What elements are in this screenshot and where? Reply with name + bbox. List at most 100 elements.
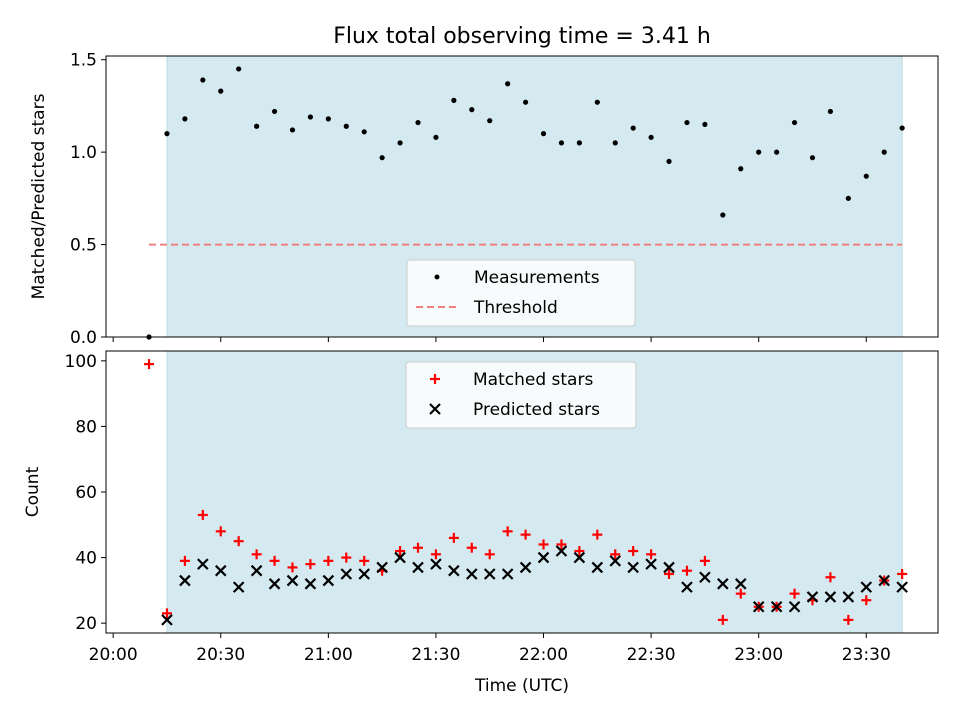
legend-matched-label: Matched stars (473, 370, 593, 390)
top-y-tick-label: 1.5 (70, 51, 97, 71)
matched-star-point (592, 529, 603, 540)
predicted-star-point-b (268, 578, 281, 590)
measurement-point (899, 125, 905, 131)
measurement-point (702, 121, 708, 128)
predicted-star-point (591, 561, 604, 574)
predicted-star-point (878, 574, 890, 587)
top-y-tick-label: 0.0 (70, 328, 97, 348)
predicted-star-point-b (376, 561, 388, 574)
predicted-star-point-b (788, 600, 801, 613)
top-legend-box (406, 259, 636, 327)
top-panel: 0.0 0.5 1.0 1.5 Matched/Predicted stars Mea… (29, 51, 939, 348)
chart-title: Flux total observing time = 3.41 h (333, 24, 711, 49)
predicted-star-point (752, 600, 765, 613)
predicted-star-point (483, 568, 496, 580)
matched-star-point (484, 549, 495, 560)
measurement-point (522, 99, 529, 105)
measurement-point (236, 66, 242, 72)
measurement-point (307, 114, 314, 120)
legend-predicted-glyph (429, 403, 441, 415)
predicted-star-point (806, 591, 819, 603)
legend-matched-glyph (430, 374, 440, 384)
predicted-star-point-b (878, 574, 890, 587)
x-tick-label: 22:30 (627, 645, 676, 665)
matched-star-point (897, 568, 908, 579)
measurement-point (827, 108, 834, 115)
top-y-tick-label: 1.0 (70, 143, 97, 163)
matched-star-point (735, 588, 746, 599)
predicted-star-point-b (304, 578, 317, 590)
measurement-point (271, 108, 278, 115)
x-axis-label: Time (UTC) (474, 676, 569, 696)
predicted-star-point (824, 591, 837, 603)
predicted-star-point (412, 561, 424, 574)
predicted-star-point (627, 561, 639, 574)
predicted-star-point (232, 581, 245, 593)
measurement-point (218, 88, 224, 94)
measurement-point (164, 131, 170, 137)
bottom-y-axis-label: Count (23, 466, 43, 517)
matched-star-point (413, 542, 423, 553)
measurement-point (630, 125, 636, 131)
measurement-point (325, 116, 331, 122)
predicted-star-point-b (519, 561, 532, 574)
top-x-ticks (112, 337, 867, 342)
predicted-star-point (340, 568, 353, 580)
predicted-star-point-b (430, 558, 442, 570)
x-tick-label: 23:00 (734, 645, 783, 665)
predicted-star-point (717, 578, 729, 590)
measurement-point (254, 123, 260, 129)
predicted-star-point (860, 581, 873, 593)
predicted-star-point-b (842, 591, 855, 603)
predicted-star-point-b (161, 614, 173, 626)
bottom-y-tick-label: 20 (75, 614, 97, 634)
measurement-point (289, 127, 296, 133)
measurement-point (791, 119, 798, 126)
predicted-star-point (358, 568, 370, 580)
measurement-point (809, 155, 816, 161)
matched-star-point (287, 562, 298, 573)
matched-star-point (251, 549, 262, 560)
matched-star-point (699, 555, 710, 566)
matched-star-point (430, 549, 441, 560)
top-y-axis-label: Matched/Predicted stars (29, 93, 49, 299)
measurement-point (845, 195, 851, 201)
legend-threshold-label: Threshold (473, 298, 558, 318)
measurement-point (379, 155, 385, 161)
predicted-star-point-b (286, 574, 299, 587)
measurement-point (397, 140, 403, 146)
predicted-star-point (466, 568, 478, 580)
matched-star-point (646, 549, 657, 560)
predicted-star-point-b (555, 545, 568, 557)
predicted-star-point (179, 574, 191, 587)
measurement-point (343, 123, 349, 129)
predicted-star-point-b (627, 561, 639, 574)
predicted-star-point (286, 574, 299, 587)
measurement-point (182, 116, 188, 122)
predicted-star-point-b (250, 564, 263, 577)
bottom-y-ticks: 20 40 60 80 100 (65, 352, 106, 634)
matched-star-point (502, 526, 513, 537)
x-tick-label: 21:00 (304, 645, 353, 665)
predicted-star-point-b (358, 568, 370, 580)
predicted-star-point (734, 578, 747, 590)
predicted-star-point-b (860, 581, 873, 593)
predicted-star-point-b (483, 568, 496, 580)
matched-star-point (466, 542, 477, 553)
predicted-star-point (555, 545, 568, 557)
legend-measurements-marker (434, 274, 440, 280)
measurement-point (666, 158, 672, 164)
predicted-star-point-b (214, 564, 227, 577)
bottom-y-tick-label: 40 (75, 549, 97, 569)
predicted-star-point (663, 561, 675, 574)
predicted-star-point (573, 551, 586, 564)
measurement-point (415, 119, 421, 126)
legend-measurements-label: Measurements (474, 268, 600, 288)
predicted-star-point (161, 614, 173, 626)
predicted-star-point (788, 600, 801, 613)
predicted-star-point-b (322, 574, 335, 587)
matched-star-point (610, 549, 621, 560)
predicted-star-point (268, 578, 281, 590)
x-tick-label: 22:00 (519, 645, 568, 665)
matched-star-point (197, 509, 208, 520)
